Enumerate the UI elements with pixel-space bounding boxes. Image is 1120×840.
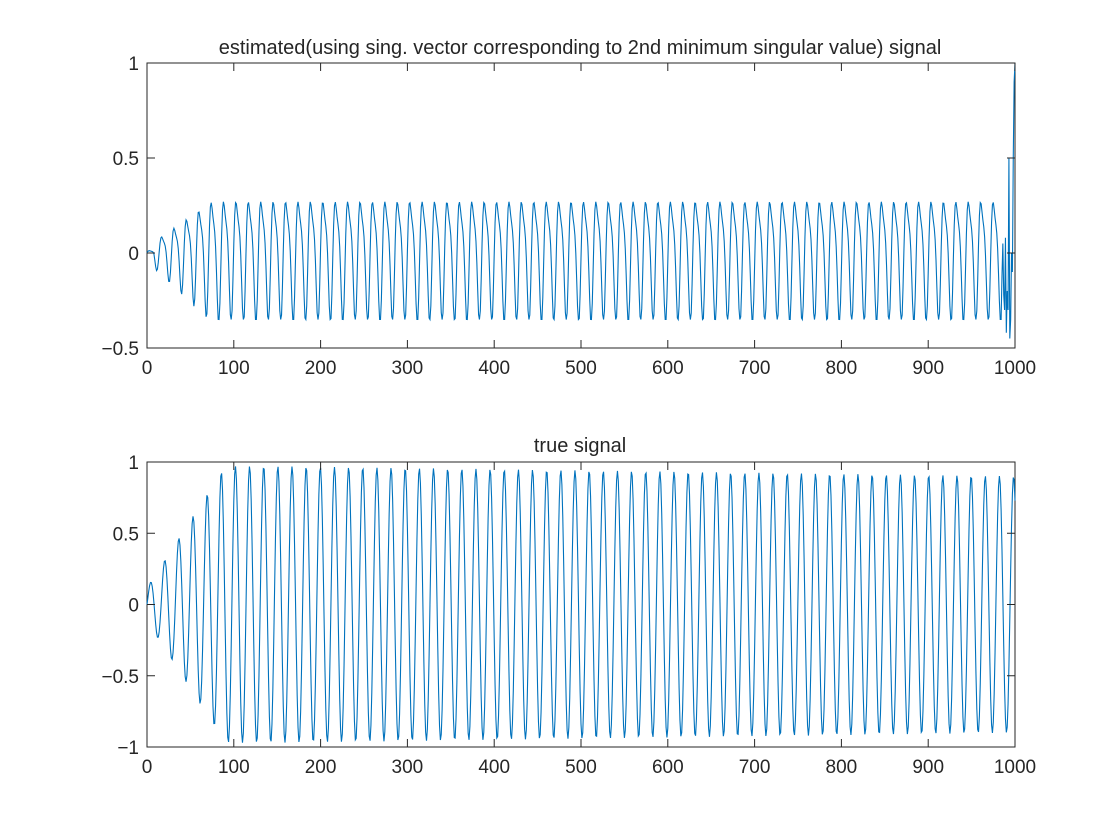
x-tick-label: 800 [826,358,858,379]
x-tick-label: 300 [392,358,424,379]
x-tick-label: 900 [912,757,944,778]
x-tick-label: 600 [652,358,684,379]
true-signal-title: true signal [534,435,626,457]
y-tick-label: 1 [128,453,139,474]
y-tick-label: 0.5 [113,149,139,170]
x-tick-label: 400 [478,358,510,379]
y-tick-label: 1 [128,54,139,75]
x-tick-label: 1000 [994,757,1036,778]
y-tick-label: 0 [128,596,139,617]
estimated-signal-plot-area [146,62,1016,349]
x-tick-label: 700 [739,757,771,778]
x-tick-label: 100 [218,358,250,379]
x-tick-label: 400 [478,757,510,778]
x-tick-label: 900 [912,358,944,379]
estimated-signal-axes: estimated(using sing. vector correspondi… [101,37,1036,379]
y-tick-label: 0 [128,244,139,265]
true-signal-ticks: 0 100 200 300 400 500 600 700 800 900 1000 −1 −0.5 0 0… [101,453,1036,778]
x-tick-label: 200 [305,757,337,778]
true-signal-line [146,466,1016,743]
estimated-signal-title: estimated(using sing. vector correspondi… [219,37,942,59]
x-tick-label: 1000 [994,358,1036,379]
x-tick-label: 800 [826,757,858,778]
x-tick-label: 500 [565,358,597,379]
x-tick-label: 100 [218,757,250,778]
y-tick-label: −0.5 [101,667,139,688]
x-tick-label: 0 [142,757,153,778]
true-signal-axes: true signal 0 100 200 300 400 500 600 700 800 900… [101,435,1036,778]
x-tick-label: 300 [392,757,424,778]
x-tick-label: 700 [739,358,771,379]
y-tick-label: −1 [117,738,139,759]
x-tick-label: 600 [652,757,684,778]
y-tick-label: −0.5 [101,339,139,360]
x-tick-label: 0 [142,358,153,379]
estimated-signal-ticks: 0 100 200 300 400 500 600 700 800 900 1000−0.500.5… [101,54,1036,379]
y-tick-label: 0.5 [113,524,139,545]
x-tick-label: 500 [565,757,597,778]
estimated-signal-line [146,62,1016,339]
x-tick-label: 200 [305,358,337,379]
